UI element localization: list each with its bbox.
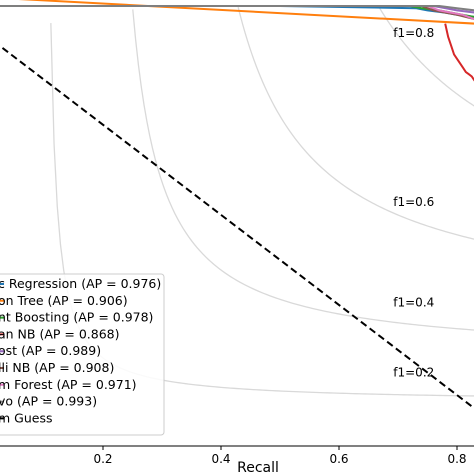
- iso-f1-label: f1=0.2: [393, 365, 434, 379]
- x-ticks: 0.2 0.4 0.6 0.8: [93, 446, 467, 466]
- legend-box: [0, 273, 165, 436]
- legend-label: an NB (AP = 0.868): [0, 326, 120, 341]
- iso-f1-label: f1=0.8: [393, 26, 434, 40]
- legend-label: m Guess: [0, 410, 52, 425]
- iso-f1-curve: [237, 7, 474, 240]
- legend-label: ost (AP = 0.989): [0, 343, 101, 358]
- iso-f1-label: f1=0.4: [393, 296, 434, 310]
- x-tick-label: 0.4: [211, 452, 230, 466]
- x-tick-label: 0.8: [447, 452, 466, 466]
- iso-f1-label: f1=0.6: [393, 195, 434, 209]
- iso-f1-curve: [378, 6, 474, 107]
- x-tick-label: 0.2: [93, 452, 112, 466]
- legend: c Regression (AP = 0.976) on Tree (AP = 0…: [0, 273, 165, 436]
- series-line: [444, 23, 474, 82]
- x-axis-title: Recall: [237, 460, 279, 474]
- legend-label: m Forest (AP = 0.971): [0, 377, 137, 392]
- series-lines: [0, 0, 474, 410]
- x-tick-label: 0.6: [329, 452, 348, 466]
- legend-label: on Tree (AP = 0.906): [0, 293, 128, 308]
- legend-label: c Regression (AP = 0.976): [0, 276, 161, 291]
- series-line: [18, 0, 474, 25]
- legend-label: nt Boosting (AP = 0.978): [0, 310, 153, 325]
- legend-label: lli NB (AP = 0.908): [0, 360, 114, 375]
- iso-f1-curve: [132, 9, 474, 331]
- legend-label: vo (AP = 0.993): [0, 394, 97, 409]
- series-line: [0, 44, 474, 410]
- series-line: [0, 5, 474, 12]
